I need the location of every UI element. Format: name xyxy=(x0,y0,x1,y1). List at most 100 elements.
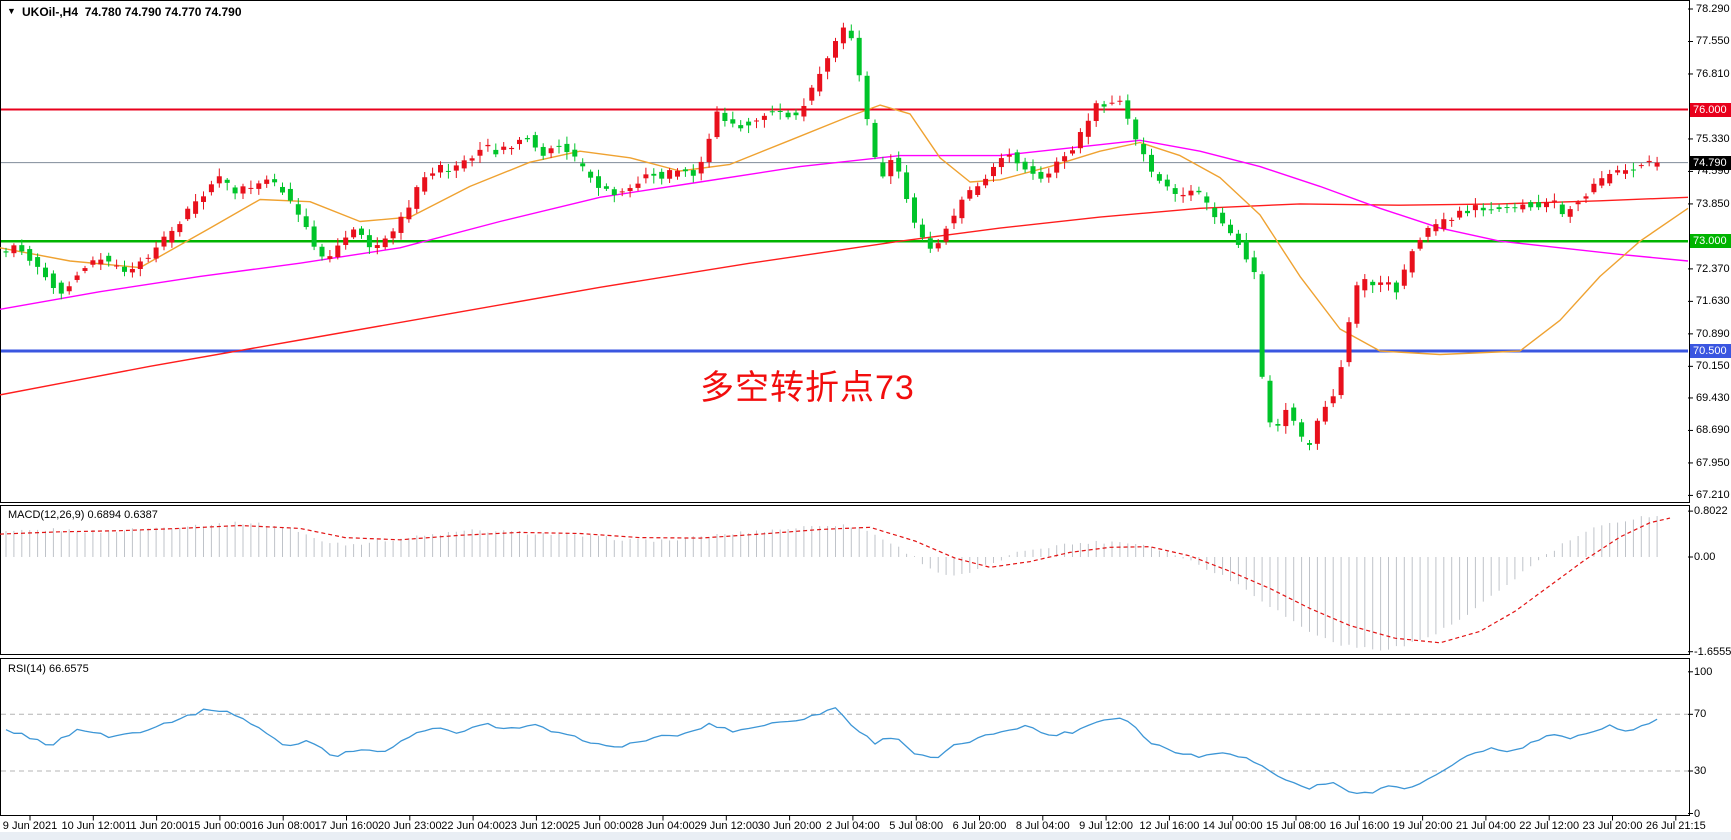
candle-body xyxy=(706,138,712,163)
candle-body xyxy=(1646,160,1652,163)
candle-body xyxy=(809,87,815,101)
candle-body xyxy=(1496,207,1502,210)
time-axis-label: 9 Jun 2021 xyxy=(2,820,58,832)
candle-body xyxy=(232,187,238,194)
macd-axis-label: -1.6555 xyxy=(1694,645,1731,658)
collapse-toggle-icon[interactable]: ▼ xyxy=(7,6,16,16)
candle-body xyxy=(11,245,17,254)
candle-body xyxy=(287,188,293,201)
price-axis-label: 77.550 xyxy=(1696,35,1730,48)
candle-body xyxy=(1433,224,1439,232)
candle-body xyxy=(793,112,799,116)
time-axis-label: 16 Jul 16:00 xyxy=(1329,820,1390,832)
time-axis-label: 22 Jun 04:00 xyxy=(441,820,505,832)
time-axis-label: 15 Jul 08:00 xyxy=(1266,820,1326,832)
fast-ma-line xyxy=(0,104,1689,356)
candle-body xyxy=(1378,282,1384,285)
candle-body xyxy=(1504,207,1510,209)
candle-body xyxy=(430,173,436,176)
candle-body xyxy=(98,259,104,265)
rsi-axis-label: 100 xyxy=(1694,665,1713,678)
candle-body xyxy=(991,166,996,177)
time-axis-label: 23 Jun 12:00 xyxy=(504,820,569,832)
time-axis-label: 9 Jul 12:00 xyxy=(1079,820,1134,832)
rsi-panel[interactable] xyxy=(0,658,1690,816)
candle-body xyxy=(161,236,167,247)
price-axis-label: 72.370 xyxy=(1696,262,1730,275)
candle-body xyxy=(1386,282,1391,285)
candle-body xyxy=(153,247,159,259)
candle-body xyxy=(1449,219,1455,221)
candle-body xyxy=(351,229,357,238)
candle-body xyxy=(1544,202,1549,208)
candle-body xyxy=(1338,367,1344,396)
candle-body xyxy=(169,230,175,243)
candle-body xyxy=(935,243,941,249)
candle-body xyxy=(438,164,443,173)
candle-body xyxy=(722,112,728,121)
price-axis-label: 70.890 xyxy=(1696,327,1730,340)
candle-body xyxy=(1575,202,1581,205)
candle-body xyxy=(1283,409,1289,427)
candle-body xyxy=(1354,285,1360,324)
candle-body xyxy=(359,228,364,235)
candle-body xyxy=(43,267,48,278)
price-badge: 76.000 xyxy=(1690,102,1731,117)
candle-body xyxy=(690,170,696,176)
candlestick-series[interactable] xyxy=(3,22,1660,451)
price-axis-label: 78.290 xyxy=(1696,3,1730,15)
candle-body xyxy=(580,163,586,167)
candle-body xyxy=(643,174,649,179)
candle-body xyxy=(1401,269,1407,286)
candle-body xyxy=(532,135,538,148)
candle-body xyxy=(485,144,491,147)
candle-body xyxy=(272,179,278,183)
candle-body xyxy=(730,119,736,124)
candle-body xyxy=(1164,179,1170,187)
candle-body xyxy=(240,186,246,194)
candle-body xyxy=(833,41,838,58)
time-axis-label: 28 Jun 04:00 xyxy=(631,820,695,832)
candle-body xyxy=(888,160,894,177)
candle-body xyxy=(975,186,981,195)
candle-body xyxy=(129,268,135,273)
candle-body xyxy=(1259,274,1265,377)
candle-body xyxy=(295,204,301,215)
candle-body xyxy=(817,73,823,92)
candle-body xyxy=(1583,196,1589,199)
candle-body xyxy=(1536,202,1542,208)
candle-body xyxy=(19,245,25,252)
candle-body xyxy=(919,224,925,238)
candle-body xyxy=(1559,204,1565,215)
candle-body xyxy=(1212,207,1218,218)
candle-body xyxy=(1228,224,1233,234)
candle-body xyxy=(319,246,325,257)
candle-body xyxy=(1599,178,1605,186)
candle-body xyxy=(1085,120,1091,137)
candle-body xyxy=(193,201,199,214)
candle-body xyxy=(872,122,878,158)
mid-ma-line xyxy=(0,139,1689,310)
candle-body xyxy=(224,179,230,183)
candle-body xyxy=(1149,154,1154,172)
candle-body xyxy=(1409,251,1415,273)
price-axis-label: 67.950 xyxy=(1696,456,1730,469)
candle-body xyxy=(1480,207,1486,211)
candle-body xyxy=(137,261,143,269)
chart-annotation: 多空转折点73 xyxy=(700,369,915,407)
candle-body xyxy=(1307,443,1312,445)
rsi-line[interactable] xyxy=(5,707,1658,795)
candle-body xyxy=(185,208,191,220)
candle-body xyxy=(201,196,206,202)
main-price-panel[interactable] xyxy=(0,0,1690,503)
candle-body xyxy=(1322,406,1328,422)
candle-body xyxy=(27,249,33,261)
price-badge: 70.500 xyxy=(1690,343,1731,358)
candle-body xyxy=(1472,205,1478,211)
price-badge: 74.790 xyxy=(1690,155,1731,170)
candle-body xyxy=(959,199,965,219)
candle-body xyxy=(1188,190,1194,196)
time-axis-label: 8 Jul 04:00 xyxy=(1015,820,1070,832)
